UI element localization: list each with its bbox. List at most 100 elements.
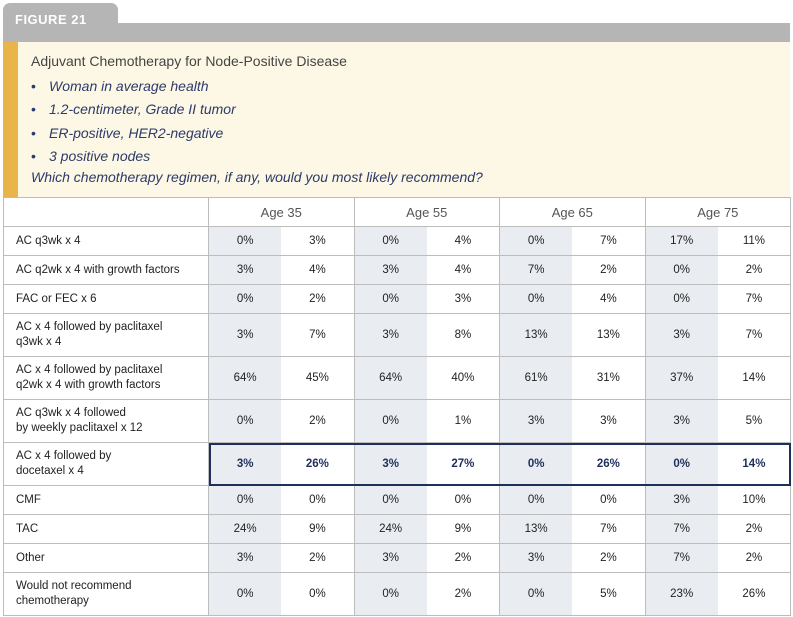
value-cell: 0% [499,226,573,256]
table-body: AC q3wk x 4 0% 3% 0% 4% 0% 7% 17% 11% AC q2wk x 4… [3,226,792,616]
value-cell: 3% [353,442,427,486]
row-label: AC q2wk x 4 with growth factors [3,255,209,285]
row-label-line: chemotherapy [16,595,89,607]
figure-header-band [3,23,790,42]
table-row: TAC 24% 9% 24% 9% 13% 7% 7% 2% [3,514,792,544]
value-cell: 0% [281,572,355,616]
value-cell: 0% [499,572,573,616]
value-cell: 3% [208,442,282,486]
value-cell: 0% [208,399,282,443]
value-cell: 4% [426,226,501,256]
figure-label: FIGURE 21 [15,12,87,27]
bullet-item: • ER-positive, HER2-negative [31,122,236,145]
row-label: TAC [3,514,209,544]
row-label-line: by weekly paclitaxel x 12 [16,422,143,434]
value-cell: 0% [644,255,718,285]
row-label: CMF [3,485,209,515]
value-cell: 2% [717,255,792,285]
value-cell: 2% [572,255,646,285]
value-cell: 0% [644,284,718,314]
table-header-row: Age 35 Age 55 Age 65 Age 75 [3,197,792,227]
row-label: AC x 4 followed by paclitaxel q2wk x 4 wi… [3,356,209,400]
value-cell: 0% [353,572,427,616]
value-cell: 7% [644,543,718,573]
row-label-line: AC x 4 followed by [16,450,112,462]
row-label: FAC or FEC x 6 [3,284,209,314]
value-cell: 4% [572,284,646,314]
value-cell: 3% [208,255,282,285]
value-cell: 27% [426,442,501,486]
value-cell: 24% [353,514,427,544]
case-bullets: • Woman in average health • 1.2-centimeter… [31,75,236,168]
row-label: AC x 4 followed by paclitaxel q3wk x 4 [3,313,209,357]
value-cell: 14% [717,356,792,400]
accent-bar [3,42,18,197]
header-age-75: Age 75 [644,197,792,227]
row-label-line: AC q3wk x 4 [16,234,81,247]
value-cell: 3% [572,399,646,443]
value-cell: 0% [353,485,427,515]
value-cell: 0% [353,399,427,443]
value-cell: 8% [426,313,501,357]
value-cell: 37% [644,356,718,400]
row-label: AC q3wk x 4 followed by weekly paclitaxel… [3,399,209,443]
row-label-line: AC x 4 followed by paclitaxel [16,364,163,376]
question-title: Adjuvant Chemotherapy for Node-Positive … [31,53,347,69]
value-cell: 24% [208,514,282,544]
value-cell: 3% [644,399,718,443]
question-box: Adjuvant Chemotherapy for Node-Positive … [3,42,790,197]
bullet-item: • 1.2-centimeter, Grade II tumor [31,98,236,121]
row-label-line: q3wk x 4 [16,336,62,348]
value-cell: 7% [644,514,718,544]
header-age-35: Age 35 [208,197,355,227]
row-label-line: AC q2wk x 4 with growth factors [16,263,180,276]
value-cell: 4% [426,255,501,285]
value-cell: 26% [281,442,355,486]
value-cell: 13% [499,514,573,544]
value-cell: 2% [281,543,355,573]
value-cell: 2% [426,572,501,616]
bullet-icon: • [31,147,36,164]
value-cell: 0% [499,284,573,314]
value-cell: 2% [281,399,355,443]
value-cell: 3% [644,485,718,515]
table-row: AC x 4 followed by docetaxel x 4 3% 26% 3% 27… [3,442,792,486]
value-cell: 0% [208,485,282,515]
table-row: AC q2wk x 4 with growth factors 3% 4% 3% 4% 7… [3,255,792,285]
row-label: AC q3wk x 4 [3,226,209,256]
value-cell: 0% [426,485,501,515]
value-cell: 7% [572,514,646,544]
value-cell: 3% [353,313,427,357]
value-cell: 2% [426,543,501,573]
value-cell: 2% [572,543,646,573]
value-cell: 26% [572,442,646,486]
value-cell: 2% [717,543,792,573]
value-cell: 0% [281,485,355,515]
value-cell: 0% [499,442,573,486]
value-cell: 2% [717,514,792,544]
value-cell: 4% [281,255,355,285]
row-label-line: TAC [16,522,39,535]
row-label-line: q2wk x 4 with growth factors [16,379,161,391]
value-cell: 9% [281,514,355,544]
row-label-line: Other [16,551,45,564]
value-cell: 3% [208,313,282,357]
value-cell: 26% [717,572,792,616]
value-cell: 61% [499,356,573,400]
row-label-line: CMF [16,493,41,506]
value-cell: 14% [717,442,792,486]
value-cell: 0% [353,284,427,314]
value-cell: 0% [499,485,573,515]
value-cell: 31% [572,356,646,400]
table-row: Other 3% 2% 3% 2% 3% 2% 7% 2% [3,543,792,573]
value-cell: 0% [353,226,427,256]
value-cell: 7% [717,313,792,357]
table-row: FAC or FEC x 6 0% 2% 0% 3% 0% 4% 0% 7% [3,284,792,314]
value-cell: 0% [208,226,282,256]
value-cell: 7% [717,284,792,314]
value-cell: 3% [353,255,427,285]
value-cell: 13% [572,313,646,357]
table-row: AC x 4 followed by paclitaxel q3wk x 4 3% 7… [3,313,792,357]
table-row: AC q3wk x 4 followed by weekly paclitaxel… [3,399,792,443]
table-row: AC x 4 followed by paclitaxel q2wk x 4 wi… [3,356,792,400]
